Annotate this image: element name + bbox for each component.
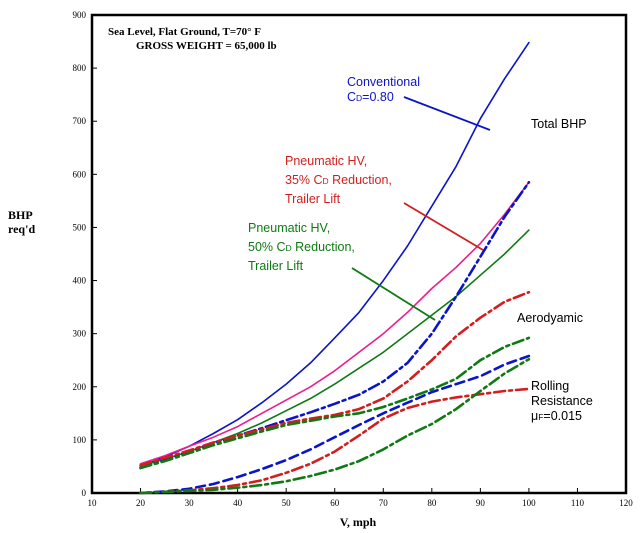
annotation-run: Pneumatic HV, [285,154,367,168]
x-tick-label: 80 [427,498,437,508]
annotation-aero-line-1: Aerodyamic [517,311,583,325]
y-tick-label: 900 [73,10,87,20]
y-tick-label: 800 [73,63,87,73]
annotation-pneu35-line-1: Pneumatic HV, [285,154,367,168]
annotation-pneu50-line-2: 50% CD Reduction, [248,240,355,254]
series-layer [139,41,531,495]
x-tick-label: 100 [522,498,536,508]
y-axis-title-line-1: BHP [8,208,33,222]
annotation-arrows [351,96,491,321]
annotation-rolling-line-3: μF=0.015 [531,409,582,423]
header-line-2: GROSS WEIGHT = 65,000 lb [136,40,277,52]
annotation-total-line-1: Total BHP [531,117,587,131]
plot-frame [90,13,628,495]
x-tick-label: 120 [619,498,633,508]
y-tick-label: 200 [73,382,87,392]
series-line-3 [139,229,530,468]
y-tick-label: 700 [73,116,87,126]
x-tick-label: 20 [136,498,146,508]
annotation-run: Trailer Lift [285,192,341,206]
annotation-run: D [356,93,362,103]
annotation-pneu50-line-1: Pneumatic HV, [248,221,330,235]
series-line-6 [139,336,531,470]
annotation-run: Aerodyamic [517,311,583,325]
x-tick-label: 90 [476,498,486,508]
series-line-1 [139,41,530,468]
annotation-conventional-line-1: Conventional [347,75,420,89]
annotation-run: D [286,243,292,253]
annotation-run: Conventional [347,75,420,89]
x-tick-label: 30 [185,498,195,508]
x-tick-label: 50 [282,498,292,508]
y-axis-title-line-2: req'd [8,222,35,236]
x-tick-label: 60 [330,498,340,508]
annotation-run: 35% C [285,173,323,187]
y-tick-label: 0 [82,488,87,498]
annotation-run: μ [531,409,538,423]
annotation-run: =0.015 [543,409,582,423]
axis-ticks: 10 20 30 40 50 60 70 80 90 100 110 120 0 100 200 300 400… [73,10,634,508]
x-tick-label: 70 [379,498,389,508]
annotation-run: =0.80 [362,90,394,104]
annotation-run: F [538,412,543,422]
annotation-pneu35-line-2: 35% CD Reduction, [285,173,392,187]
header-line-1: Sea Level, Flat Ground, T=70° F [108,26,261,38]
pneu35-arrow [403,202,484,251]
annotation-conventional-line-2: CD=0.80 [347,90,394,104]
x-tick-label: 110 [571,498,585,508]
series-line-8 [139,387,531,495]
y-tick-label: 500 [73,222,87,232]
annotation-run: 50% C [248,240,286,254]
y-tick-label: 600 [73,169,87,179]
annotation-pneu35-line-3: Trailer Lift [285,192,341,206]
annotation-run: Reduction, [329,173,392,187]
annotation-run: D [323,176,329,186]
annotation-run: Total BHP [531,117,587,131]
y-tick-label: 300 [73,329,87,339]
annotation-run: Trailer Lift [248,259,304,273]
conventional-arrow [403,96,491,131]
y-tick-label: 100 [73,435,87,445]
x-tick-label: 10 [88,498,98,508]
annotation-run: Pneumatic HV, [248,221,330,235]
pneu50-arrow [351,267,436,321]
annotation-run: Resistance [531,394,593,408]
series-line-9 [139,357,531,495]
annotation-run: Rolling [531,379,569,393]
x-tick-label: 40 [233,498,243,508]
annotation-run: Reduction, [292,240,355,254]
series-line-7 [139,354,531,495]
annotation-rolling-line-1: Rolling [531,379,569,393]
annotation-pneu50-line-3: Trailer Lift [248,259,304,273]
annotation-rolling-line-2: Resistance [531,394,593,408]
y-tick-label: 400 [73,276,87,286]
x-axis-title: V, mph [340,515,377,529]
series-line-2 [139,181,530,465]
series-line-5 [139,290,531,467]
annotation-run: C [347,90,356,104]
